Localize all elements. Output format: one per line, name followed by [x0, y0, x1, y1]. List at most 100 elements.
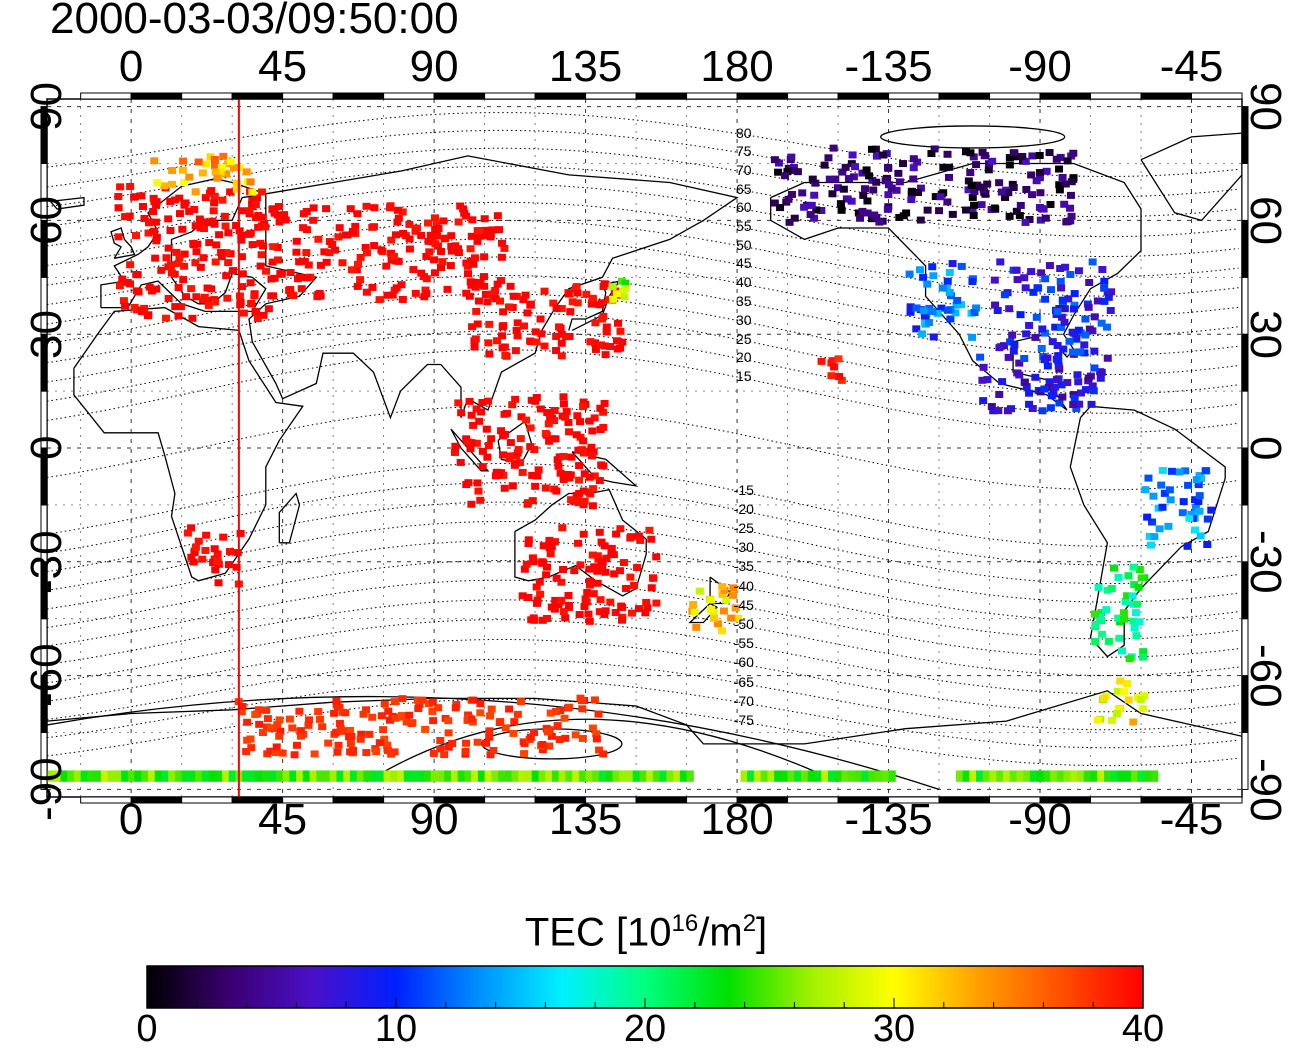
mlat-label: 50	[736, 236, 752, 253]
tec-cell	[787, 770, 795, 782]
tec-cell	[538, 740, 547, 748]
tec-cell	[1097, 617, 1106, 625]
tec-cell	[392, 257, 401, 265]
tec-cell	[152, 198, 161, 206]
tec-cell	[1054, 352, 1063, 360]
tec-cell	[470, 343, 479, 351]
tec-cell	[1081, 386, 1090, 394]
tec-cell	[258, 188, 267, 196]
tec-cell	[1053, 342, 1062, 350]
tec-cell	[1009, 149, 1018, 157]
tec-cell	[585, 417, 594, 425]
tec-cell	[478, 463, 487, 471]
tec-cell	[359, 710, 368, 718]
tec-cell	[1135, 566, 1144, 574]
tec-cell	[132, 270, 141, 278]
tec-cell	[612, 770, 620, 782]
tec-cell	[1148, 518, 1157, 526]
tec-cell	[356, 276, 365, 284]
tec-cell	[266, 724, 275, 732]
tec-cell	[944, 173, 953, 181]
tec-cell	[1012, 266, 1021, 274]
tec-cell	[943, 277, 952, 285]
coastline	[49, 196, 85, 210]
tec-cell	[993, 307, 1002, 315]
tec-cell	[844, 175, 853, 183]
tec-cell	[557, 330, 566, 338]
tec-cell	[334, 233, 343, 241]
scale-segment	[1241, 106, 1249, 164]
tec-cell	[430, 256, 439, 264]
tec-cell	[531, 482, 540, 490]
tec-cell	[223, 294, 232, 302]
tec-cell	[1058, 393, 1067, 401]
tec-cell	[1058, 296, 1067, 304]
tec-cell	[254, 212, 263, 220]
tec-cell	[353, 282, 362, 290]
tec-cell	[506, 282, 515, 290]
tec-cell	[292, 248, 301, 256]
tec-cell	[440, 751, 449, 759]
scale-segment	[938, 92, 991, 100]
tec-cell	[1045, 262, 1054, 270]
tec-cell	[1041, 329, 1050, 337]
tec-cell	[1069, 174, 1078, 182]
tec-cell	[346, 726, 355, 734]
tec-cell	[391, 714, 400, 722]
tec-cell	[652, 599, 661, 607]
tec-cell	[585, 565, 594, 573]
tec-cell	[463, 438, 472, 446]
tec-cell	[424, 237, 433, 245]
tec-cell	[233, 549, 242, 557]
tec-cell	[924, 319, 933, 327]
tec-cell	[585, 770, 593, 782]
tec-cell	[365, 730, 374, 738]
tec-cell	[414, 705, 423, 713]
tec-cell	[588, 299, 597, 307]
tec-cell	[895, 178, 904, 186]
tec-cell	[1023, 770, 1031, 782]
tec-cell	[290, 751, 299, 759]
tec-cell	[309, 770, 317, 782]
tec-cell	[585, 581, 594, 589]
tec-cell	[60, 770, 68, 782]
tec-cell	[578, 770, 587, 782]
tec-cell	[918, 330, 927, 338]
tec-cell	[547, 543, 556, 551]
tec-cell	[478, 398, 487, 406]
colorbar-ticks	[146, 998, 1144, 1008]
tec-cell	[499, 322, 508, 330]
tec-cell	[619, 770, 627, 782]
tec-cell	[1084, 303, 1093, 311]
tec-cell	[634, 605, 643, 613]
tec-cell	[255, 720, 264, 728]
tec-cell	[1005, 212, 1014, 220]
tec-cell	[1149, 492, 1158, 500]
tec-cell	[362, 749, 371, 757]
scale-segment	[80, 92, 132, 100]
tec-cell	[931, 193, 940, 201]
tec-cell	[979, 363, 988, 371]
tec-cell	[588, 551, 597, 559]
tec-cell	[647, 535, 656, 543]
tec-cell	[168, 770, 176, 782]
tec-cell	[1077, 389, 1086, 397]
tec-cell	[1041, 295, 1050, 303]
tec-cell	[389, 252, 398, 260]
tec-cell	[1070, 301, 1079, 309]
tec-cell	[121, 770, 129, 782]
tec-cell	[679, 770, 688, 782]
tec-cell	[380, 700, 389, 708]
tec-cell	[487, 705, 496, 713]
tec-cell	[867, 145, 876, 153]
tec-cell	[1183, 542, 1192, 550]
tec-cell	[994, 407, 1003, 415]
tec-cell	[475, 232, 484, 240]
tec-cell	[557, 596, 566, 604]
tec-cell	[375, 739, 384, 747]
tec-cell	[198, 555, 207, 563]
tec-cell	[536, 315, 545, 323]
tec-cell	[586, 338, 595, 346]
tec-cell	[919, 273, 928, 281]
tec-cell	[205, 239, 214, 247]
